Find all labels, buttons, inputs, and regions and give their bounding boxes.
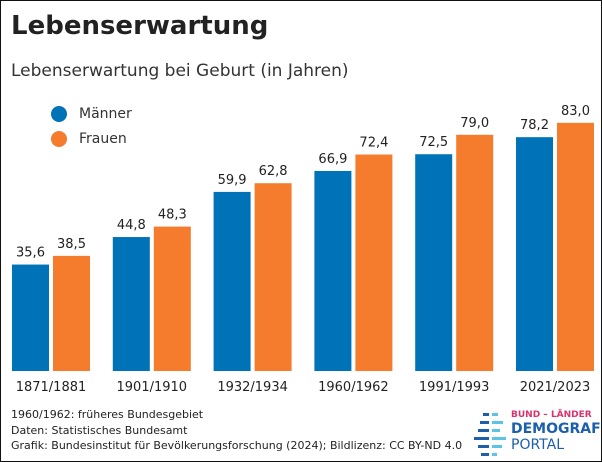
logo-text: PORTAL [511,437,565,453]
bar-chart: 35,6 38,5 1871/1881 44,8 48,3 1901/1910 59,9 62… [12,104,594,395]
x-tick-label: 1871/1881 [16,380,87,395]
x-tick-label: 2021/2023 [520,380,591,395]
logo-text: BUND – LÄNDER [511,410,592,420]
x-tick-label: 1901/1910 [117,380,188,395]
data-label: 62,8 [259,164,288,179]
data-label: 78,2 [520,118,549,133]
legend-label: Männer [79,106,132,122]
data-label: 66,9 [318,152,347,167]
data-label: 59,9 [218,173,247,188]
bar-maenner [213,191,251,371]
chart-subtitle: Lebenserwartung bei Geburt (in Jahren) [11,61,349,81]
bar-frauen [254,183,292,371]
x-tick-label: 1991/1993 [419,380,490,395]
data-label: 72,4 [359,136,388,151]
legend-label: Frauen [79,131,127,147]
bar-maenner [314,170,352,371]
logo-text: DEMOGRAFIE [511,421,601,437]
x-tick-label: 1960/1962 [318,380,389,395]
demografie-portal-logo: BUND – LÄNDER DEMOGRAFIE PORTAL [473,409,601,459]
data-label: 79,0 [460,116,489,131]
logo-stripes-icon [474,413,506,456]
x-tick-label: 1932/1934 [217,380,288,395]
bar-maenner [112,237,150,371]
data-label: 72,5 [419,135,448,150]
footer-source: Daten: Statistisches Bundesamt [11,423,188,437]
legend-item-maenner: Männer [51,106,132,122]
bar-maenner [12,264,49,371]
bar-maenner [415,154,453,371]
footer-credit: Grafik: Bundesinstitut für Bevölkerungsf… [11,439,463,452]
bar-frauen [53,255,90,371]
legend-swatch-frauen [51,131,67,147]
legend-item-frauen: Frauen [51,131,127,147]
legend-swatch-maenner [51,106,67,122]
footer-notes: 1960/1962: früheres Bundesgebiet Daten: … [11,407,462,454]
footer-note: 1960/1962: früheres Bundesgebiet [11,408,204,421]
data-label: 44,8 [117,218,146,233]
bar-frauen [456,134,494,371]
data-label: 83,0 [561,104,590,119]
data-label: 48,3 [158,208,187,223]
bar-frauen [153,226,191,371]
chart-title: Lebenserwartung [11,11,269,41]
bar-frauen [557,122,594,371]
data-label: 38,5 [57,237,86,252]
bar-frauen [355,154,393,371]
data-label: 35,6 [16,246,45,261]
bar-maenner [516,137,553,371]
